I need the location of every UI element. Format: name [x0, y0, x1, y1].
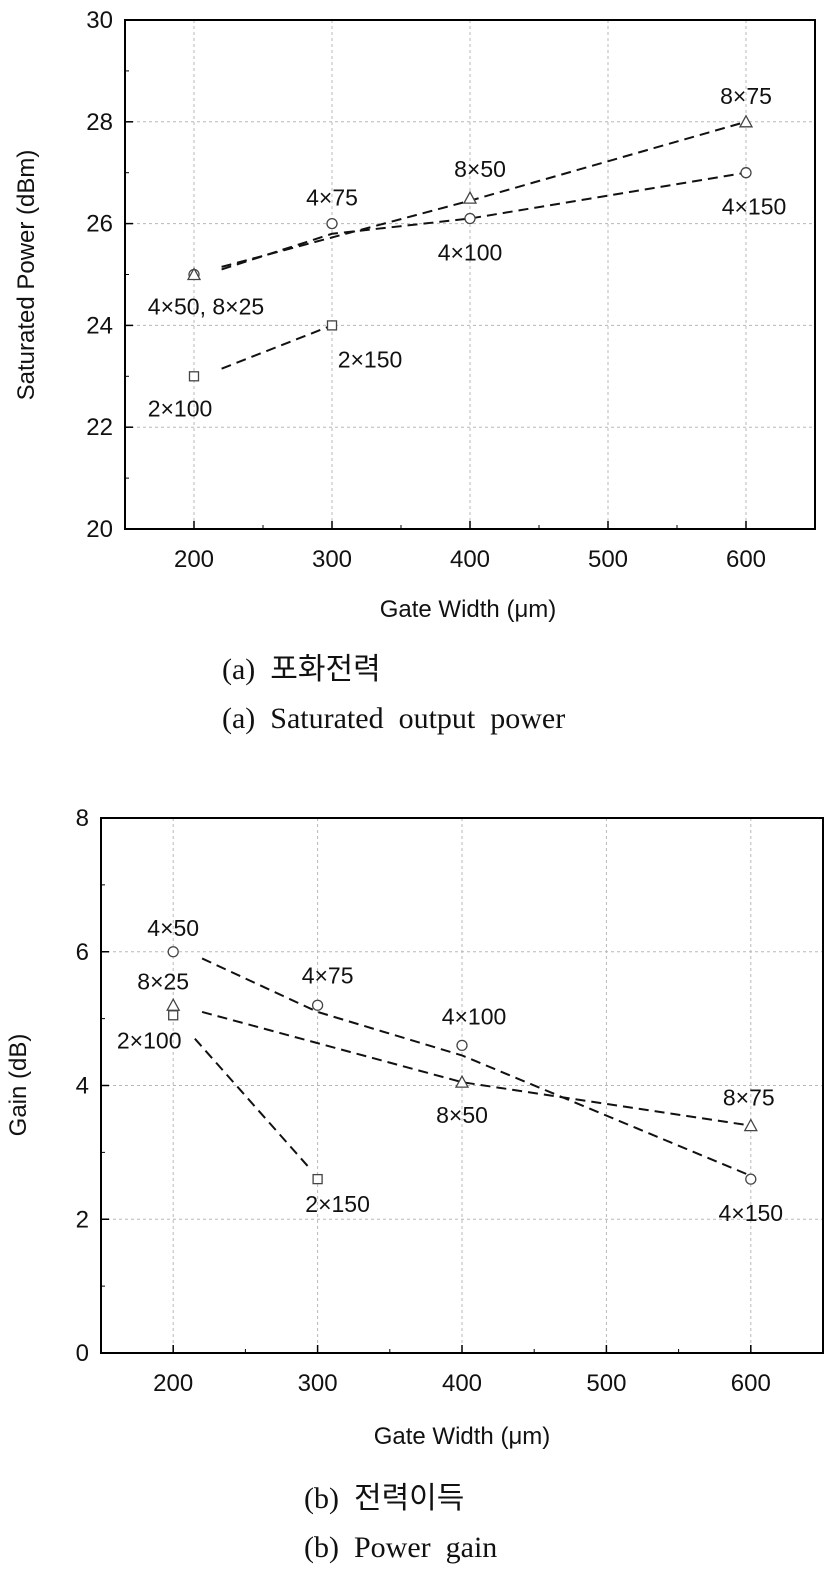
data-labels-b: 4×50 4×75 4×100 4×150 8×25 8×50 8×75 2×100 2×150 — [117, 915, 783, 1226]
trend-line — [194, 1038, 312, 1170]
x-ticks-b: 200 300 400 500 600 — [100, 1345, 824, 1397]
marker-circle — [167, 946, 179, 958]
trend-line — [201, 1010, 751, 1127]
marker-square — [168, 1010, 179, 1021]
data-label: 8×50 — [454, 156, 506, 182]
caption-b-english: (b) Power gain — [304, 1531, 497, 1564]
panel-a: 200 300 400 500 600 20 22 24 26 28 30 2×100 2×150 4… — [13, 7, 816, 735]
x-tick-label: 200 — [153, 1370, 193, 1397]
y-tick-label: 28 — [86, 109, 113, 136]
markers-a — [186, 114, 754, 382]
trend-line — [221, 171, 747, 271]
panel-b: 200 300 400 500 600 0 2 4 6 8 4×50 4×75 4×100 4×150… — [5, 805, 824, 1564]
y-tick-label: 20 — [86, 516, 113, 543]
data-label: 4×150 — [722, 194, 787, 220]
trend-line — [221, 324, 333, 370]
y-ticks-b: 0 2 4 6 8 — [76, 805, 109, 1367]
marker-square — [188, 371, 200, 382]
y-tick-label: 8 — [76, 805, 89, 832]
data-label: 4×100 — [442, 1003, 507, 1029]
data-label: 8×50 — [436, 1102, 488, 1128]
data-label: 8×75 — [723, 1085, 775, 1111]
marker-square — [312, 1173, 323, 1185]
data-label: 8×25 — [137, 968, 189, 994]
x-tick-label: 300 — [298, 1370, 338, 1397]
y-tick-label: 24 — [86, 312, 113, 339]
caption-b-korean: (b) 전력이득 — [304, 1482, 464, 1515]
data-label: 2×100 — [117, 1027, 182, 1053]
markers-b — [166, 946, 758, 1185]
data-label: 4×100 — [438, 240, 503, 266]
marker-circle — [326, 217, 338, 230]
x-tick-label: 600 — [726, 546, 766, 573]
trend-line — [201, 957, 752, 1177]
data-labels-a: 2×100 2×150 4×50, 8×25 4×75 4×100 4×150 8×50 8×… — [148, 83, 787, 421]
x-axis-label-a: Gate Width (μm) — [380, 596, 557, 623]
x-tick-label: 200 — [174, 546, 214, 573]
data-label: 4×150 — [718, 1200, 783, 1226]
x-tick-label: 400 — [450, 546, 490, 573]
y-tick-label: 6 — [76, 939, 89, 966]
x-axis-label-b: Gate Width (μm) — [374, 1423, 551, 1450]
marker-circle — [740, 167, 752, 179]
marker-triangle — [738, 114, 754, 128]
data-label: 2×150 — [305, 1191, 370, 1217]
data-label: 4×75 — [302, 962, 354, 988]
y-axis-label-b: Gain (dB) — [5, 1034, 32, 1137]
data-label: 2×100 — [148, 395, 213, 421]
x-tick-label: 400 — [442, 1370, 482, 1397]
data-label: 4×50, 8×25 — [148, 294, 264, 320]
y-tick-label: 0 — [76, 1340, 89, 1367]
x-tick-label: 600 — [731, 1370, 771, 1397]
y-tick-label: 2 — [76, 1206, 89, 1233]
marker-triangle — [743, 1118, 758, 1132]
x-tick-label: 500 — [588, 546, 628, 573]
x-ticks-a: 200 300 400 500 600 — [124, 521, 816, 573]
y-tick-label: 4 — [76, 1073, 89, 1100]
y-ticks-a: 20 22 24 26 28 30 — [86, 7, 133, 543]
marker-circle — [456, 1039, 468, 1052]
data-label: 8×75 — [720, 83, 772, 109]
data-label: 4×75 — [306, 185, 358, 211]
y-axis-label-a: Saturated Power (dBm) — [13, 150, 40, 401]
data-label: 4×50 — [147, 915, 199, 941]
x-tick-label: 300 — [312, 546, 352, 573]
caption-a-korean: (a) 포화전력 — [222, 653, 381, 686]
marker-triangle — [186, 267, 202, 281]
y-tick-label: 26 — [86, 211, 113, 238]
marker-square — [326, 320, 338, 331]
marker-triangle — [454, 1074, 470, 1088]
marker-circle — [311, 999, 324, 1011]
x-tick-label: 500 — [586, 1370, 626, 1397]
trend-lines-b — [194, 957, 752, 1177]
marker-circle — [745, 1173, 757, 1185]
data-label: 2×150 — [338, 346, 403, 372]
y-tick-label: 22 — [86, 414, 113, 441]
grid-a — [125, 19, 815, 530]
marker-triangle — [462, 190, 478, 204]
y-tick-label: 30 — [86, 7, 113, 34]
marker-circle — [464, 212, 476, 225]
marker-triangle — [166, 997, 181, 1011]
caption-a-english: (a) Saturated output power — [222, 702, 565, 735]
